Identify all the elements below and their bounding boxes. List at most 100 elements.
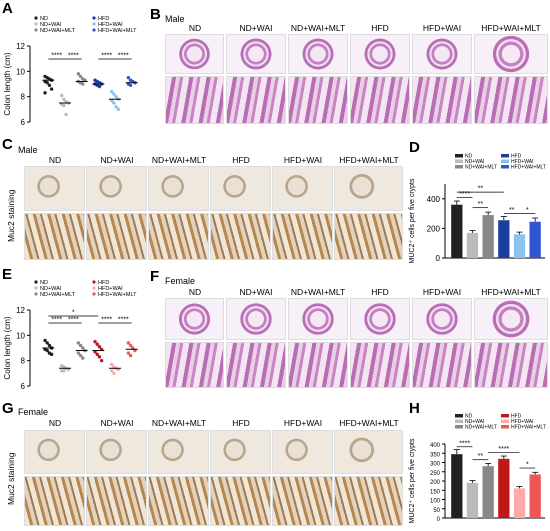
histology-tile [288,76,348,124]
header-b-nd-wai: ND+WAI [239,23,273,33]
y-tick-label: 400 [427,195,441,204]
y-tick-label: 200 [430,480,441,486]
header-f-nd-wai-mlt: ND+WAI+MLT [290,287,346,297]
histology-tile [350,34,410,74]
histology-tile [474,342,548,388]
histology-tile [350,76,410,124]
data-point [60,93,64,98]
legend-marker [92,16,96,20]
y-tick-label: 250 [430,471,441,477]
y-tick-label: 150 [430,489,441,495]
ihc-tile [86,166,147,211]
data-point [110,362,114,367]
bar [451,204,463,258]
y-tick-label: 400 [430,443,441,449]
header-b-hfd-wai-mlt: HFD+WAI+MLT [481,23,541,33]
data-point [97,84,102,89]
legend-marker [34,292,38,296]
data-point [81,82,85,86]
legend-label: HFD [511,414,522,420]
data-point [62,369,66,373]
legend-swatch [455,414,463,418]
ihc-tile [148,476,209,526]
legend-label: ND+WAI+MLT [465,425,497,431]
data-point [78,353,83,358]
legend-swatch [501,165,509,169]
bar [513,234,526,258]
data-point [126,341,131,345]
data-point [81,346,85,350]
histology-tile [165,298,224,340]
panel-label-d: D [409,139,420,156]
staining-label-g: Muc2 staining [6,452,16,505]
ihc-tile [210,213,271,260]
sex-label-c: Male [18,145,38,155]
bar [466,482,479,518]
data-point [45,348,49,353]
ihc-tile [334,476,403,526]
ihc-tile [272,430,333,474]
legend-label: HFD+WAI [511,419,533,425]
header-f-hfd-wai: HFD+WAI [422,287,462,297]
panel-label-f: F [150,268,160,285]
y-tick-label: 200 [427,224,441,233]
significance-label: ** [509,207,515,214]
histology-tile [226,76,286,124]
histology-tile [474,76,548,124]
legend-swatch [501,419,509,423]
legend-label: ND [465,154,473,160]
sex-label-b: Male [165,14,185,24]
header-g-nd-wai-mlt: ND+WAI+MLT [151,418,207,428]
significance-label: ** [478,453,484,460]
legend-marker [92,292,96,296]
data-point [78,74,83,79]
significance-label: **** [101,53,112,60]
bar [498,220,510,258]
data-point [62,97,66,101]
y-tick-label: 8 [21,357,26,366]
data-point [81,356,85,360]
legend-label: ND+WAI [465,419,484,425]
data-point [112,92,116,96]
legend-swatch [455,419,463,423]
ihc-tile [272,476,333,526]
legend-label: HFD+WAI+MLT [511,425,546,431]
y-tick-label: 12 [16,42,25,51]
header-f-nd: ND [188,287,202,297]
data-point [76,341,81,345]
y-tick-label: 6 [21,382,26,391]
legend-label: ND+WAI [40,22,62,28]
ihc-tile [86,430,147,474]
histology-tile [226,342,286,388]
histology-tile [474,298,548,340]
y-axis-label: Colon length (cm) [3,52,12,115]
bar [513,488,526,518]
data-point [128,83,133,87]
data-point [116,107,121,112]
legend-label: HFD [98,280,109,286]
y-tick-label: 0 [437,517,441,523]
data-point [45,81,49,85]
data-point [112,371,116,376]
legend-swatch [501,159,509,163]
y-tick-label: 100 [430,499,441,505]
legend-marker [34,28,38,32]
data-point [126,75,131,80]
significance-label: * [72,310,75,317]
significance-label: * [526,207,529,214]
histology-tile [288,342,348,388]
y-axis-label: MUC2⁺ cells per five crypts [409,178,416,263]
bar [498,458,510,518]
significance-label: **** [459,191,470,198]
ihc-tile [334,213,403,260]
histology-tile [350,298,410,340]
bar [482,466,494,518]
chart-a: 6 8 10 12 Colon length (cm) NDND+WAIND+WAI+ML… [3,16,138,127]
legend-label: ND+WAI+MLT [40,28,76,34]
panel-label-b: B [150,6,161,23]
legend-marker [34,286,38,290]
ihc-tile [272,213,333,260]
ihc-tile [24,213,85,260]
histology-tile [288,298,348,340]
